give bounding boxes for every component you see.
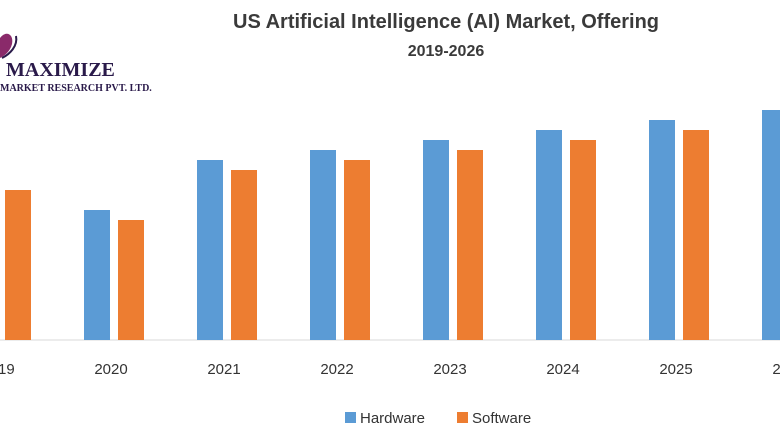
x-tick-2024: 2024 [546, 361, 579, 378]
x-tick-2021: 2021 [207, 361, 240, 378]
bar-hardware-2020 [84, 210, 110, 340]
bars [5, 110, 780, 340]
logo-emblem-swoosh-icon [1, 35, 18, 59]
bar-software-2022 [344, 160, 370, 340]
logo-name: MAXIMIZE [6, 59, 115, 81]
logo-subtitle: MARKET RESEARCH PVT. LTD. [0, 83, 152, 94]
bar-software-2021 [231, 170, 257, 340]
bar-hardware-2023 [423, 140, 449, 340]
legend-label-hardware: Hardware [360, 410, 425, 427]
legend-label-software: Software [472, 410, 531, 427]
x-tick-2019: 2019 [0, 361, 15, 378]
x-tick-2023: 2023 [433, 361, 466, 378]
bar-hardware-2025 [649, 120, 675, 340]
logo: MAXIMIZE MARKET RESEARCH PVT. LTD. [0, 33, 152, 94]
x-tick-2026: 2026 [772, 361, 780, 378]
bar-hardware-2026 [762, 110, 780, 340]
chart-subtitle: 2019-2026 [408, 43, 485, 60]
logo-emblem-icon [0, 33, 13, 58]
bar-hardware-2024 [536, 130, 562, 340]
legend-swatch-hardware [345, 412, 356, 423]
x-tick-2020: 2020 [94, 361, 127, 378]
bar-software-2020 [118, 220, 144, 340]
bar-software-2024 [570, 140, 596, 340]
bar-software-2025 [683, 130, 709, 340]
legend: Hardware Software [345, 410, 531, 427]
chart-title: US Artificial Intelligence (AI) Market, … [233, 11, 659, 33]
x-tick-2025: 2025 [659, 361, 692, 378]
bar-software-2019 [5, 190, 31, 340]
bar-software-2023 [457, 150, 483, 340]
bar-hardware-2022 [310, 150, 336, 340]
x-tick-2022: 2022 [320, 361, 353, 378]
legend-swatch-software [457, 412, 468, 423]
x-tick-labels: 2019 2020 2021 2022 2023 2024 2025 2026 [0, 361, 780, 378]
bar-hardware-2021 [197, 160, 223, 340]
